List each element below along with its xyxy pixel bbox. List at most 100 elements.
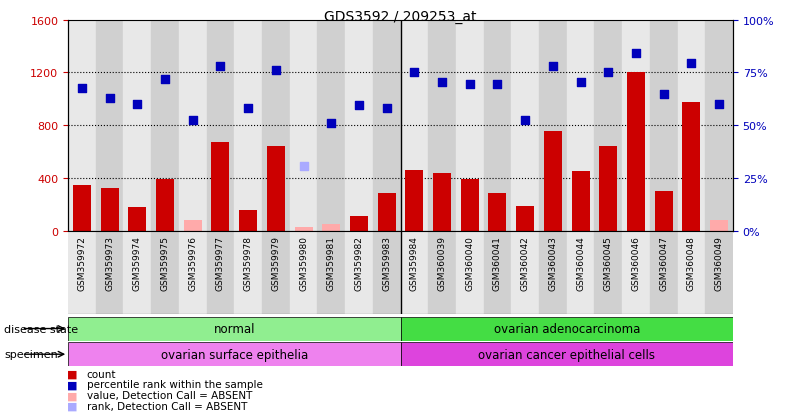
Point bbox=[103, 95, 116, 102]
Bar bbox=[539, 21, 567, 231]
Bar bbox=[235, 231, 262, 314]
Bar bbox=[429, 21, 456, 231]
Text: GSM360047: GSM360047 bbox=[659, 235, 668, 290]
Bar bbox=[489, 193, 506, 231]
Text: GSM360046: GSM360046 bbox=[631, 235, 641, 290]
Bar bbox=[345, 21, 372, 231]
Text: GSM359984: GSM359984 bbox=[410, 235, 419, 290]
Bar bbox=[179, 21, 207, 231]
Bar bbox=[262, 231, 290, 314]
Text: GSM360045: GSM360045 bbox=[604, 235, 613, 290]
Text: GSM359972: GSM359972 bbox=[78, 235, 87, 290]
Bar bbox=[567, 231, 594, 314]
Point bbox=[436, 79, 449, 86]
Point bbox=[602, 70, 614, 76]
Bar bbox=[511, 231, 539, 314]
Bar bbox=[96, 21, 123, 231]
Bar bbox=[68, 231, 96, 314]
Bar bbox=[267, 147, 285, 231]
Bar bbox=[128, 208, 147, 231]
Point bbox=[519, 117, 532, 124]
Bar bbox=[295, 227, 312, 231]
Text: GSM359983: GSM359983 bbox=[382, 235, 391, 290]
Bar bbox=[572, 172, 590, 231]
Bar bbox=[400, 317, 733, 341]
Text: GSM359978: GSM359978 bbox=[244, 235, 252, 290]
Text: GSM359979: GSM359979 bbox=[272, 235, 280, 290]
Bar bbox=[599, 147, 618, 231]
Point bbox=[713, 102, 726, 108]
Bar bbox=[678, 231, 705, 314]
Text: ovarian adenocarcinoma: ovarian adenocarcinoma bbox=[493, 322, 640, 335]
Point bbox=[187, 117, 199, 124]
Text: GSM359973: GSM359973 bbox=[105, 235, 114, 290]
Bar bbox=[73, 185, 91, 231]
Bar bbox=[511, 21, 539, 231]
Point bbox=[297, 164, 310, 170]
Bar bbox=[400, 231, 429, 314]
Bar bbox=[290, 21, 317, 231]
Bar bbox=[151, 21, 179, 231]
Point bbox=[408, 70, 421, 76]
Bar bbox=[405, 171, 424, 231]
Bar bbox=[594, 231, 622, 314]
Point bbox=[131, 102, 143, 108]
Bar bbox=[350, 217, 368, 231]
Bar bbox=[461, 180, 479, 231]
Bar bbox=[96, 231, 123, 314]
Text: GSM360043: GSM360043 bbox=[549, 235, 557, 290]
Bar bbox=[622, 21, 650, 231]
Text: GSM360044: GSM360044 bbox=[576, 235, 585, 290]
Bar bbox=[429, 231, 456, 314]
Text: value, Detection Call = ABSENT: value, Detection Call = ABSENT bbox=[87, 390, 252, 400]
Text: ovarian surface epithelia: ovarian surface epithelia bbox=[161, 348, 308, 361]
Bar bbox=[400, 21, 429, 231]
Text: ■: ■ bbox=[66, 401, 78, 411]
Point bbox=[574, 79, 587, 86]
Text: ovarian cancer epithelial cells: ovarian cancer epithelial cells bbox=[478, 348, 655, 361]
Bar bbox=[484, 231, 511, 314]
Bar bbox=[101, 188, 119, 231]
Point bbox=[658, 91, 670, 98]
Bar bbox=[207, 21, 235, 231]
Text: GSM360042: GSM360042 bbox=[521, 235, 529, 290]
Bar bbox=[710, 220, 728, 231]
Bar bbox=[682, 102, 700, 231]
Bar bbox=[322, 224, 340, 231]
Point bbox=[159, 76, 171, 83]
Text: GSM359982: GSM359982 bbox=[355, 235, 364, 290]
Text: GDS3592 / 209253_at: GDS3592 / 209253_at bbox=[324, 10, 477, 24]
Point bbox=[380, 106, 393, 112]
Bar bbox=[372, 231, 400, 314]
Text: GSM360041: GSM360041 bbox=[493, 235, 502, 290]
Bar bbox=[372, 21, 400, 231]
Bar bbox=[179, 231, 207, 314]
Bar bbox=[68, 317, 400, 341]
Bar bbox=[235, 21, 262, 231]
Bar bbox=[317, 231, 345, 314]
Bar bbox=[123, 21, 151, 231]
Bar bbox=[290, 231, 317, 314]
Point bbox=[75, 86, 88, 93]
Text: ■: ■ bbox=[66, 390, 78, 400]
Text: normal: normal bbox=[214, 322, 255, 335]
Bar bbox=[68, 21, 96, 231]
Point bbox=[546, 64, 559, 70]
Bar bbox=[433, 173, 451, 231]
Text: GSM359977: GSM359977 bbox=[216, 235, 225, 290]
Text: GSM359974: GSM359974 bbox=[133, 235, 142, 290]
Point bbox=[685, 61, 698, 67]
Text: GSM360039: GSM360039 bbox=[437, 235, 446, 290]
Bar bbox=[539, 231, 567, 314]
Bar bbox=[705, 21, 733, 231]
Text: GSM359980: GSM359980 bbox=[299, 235, 308, 290]
Point bbox=[242, 106, 255, 112]
Bar bbox=[400, 342, 733, 366]
Bar bbox=[345, 231, 372, 314]
Bar bbox=[262, 21, 290, 231]
Bar bbox=[678, 21, 705, 231]
Text: disease state: disease state bbox=[4, 324, 78, 334]
Point bbox=[463, 82, 476, 88]
Text: count: count bbox=[87, 369, 116, 379]
Point bbox=[269, 67, 282, 74]
